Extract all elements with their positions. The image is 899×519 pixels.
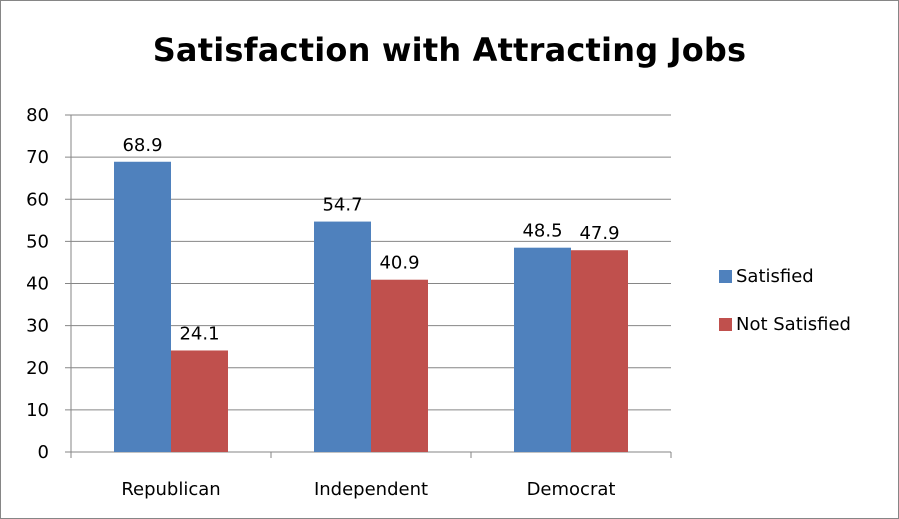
bar-not-satisfied xyxy=(171,350,228,452)
legend-swatch xyxy=(719,270,732,283)
x-tick-label: Independent xyxy=(314,479,428,500)
legend-label: Satisfied xyxy=(736,266,814,287)
y-tick-label: 60 xyxy=(26,189,49,210)
bar-satisfied xyxy=(514,247,571,452)
y-tick-label: 10 xyxy=(26,400,49,421)
data-label: 47.9 xyxy=(579,223,619,244)
data-label: 40.9 xyxy=(379,253,419,274)
legend-swatch xyxy=(719,318,732,331)
bar-satisfied xyxy=(114,161,171,453)
y-tick-label: 70 xyxy=(26,147,49,168)
y-tick-label: 20 xyxy=(26,358,49,379)
y-tick-label: 40 xyxy=(26,274,49,295)
bar-not-satisfied xyxy=(371,279,428,452)
y-tick-label: 30 xyxy=(26,316,49,337)
x-tick-label: Democrat xyxy=(527,479,616,500)
data-label: 48.5 xyxy=(522,221,562,242)
y-tick-label: 50 xyxy=(26,231,49,252)
y-tick-label: 0 xyxy=(38,442,49,463)
x-tick-label: Republican xyxy=(121,479,220,500)
bar-not-satisfied xyxy=(571,250,628,452)
chart-title: Satisfaction with Attracting Jobs xyxy=(152,31,747,69)
data-label: 54.7 xyxy=(322,195,362,216)
data-label: 68.9 xyxy=(122,135,162,156)
y-tick-label: 80 xyxy=(26,105,49,126)
legend-label: Not Satisfied xyxy=(736,314,851,335)
bar-satisfied xyxy=(314,221,371,452)
data-label: 24.1 xyxy=(179,323,219,344)
